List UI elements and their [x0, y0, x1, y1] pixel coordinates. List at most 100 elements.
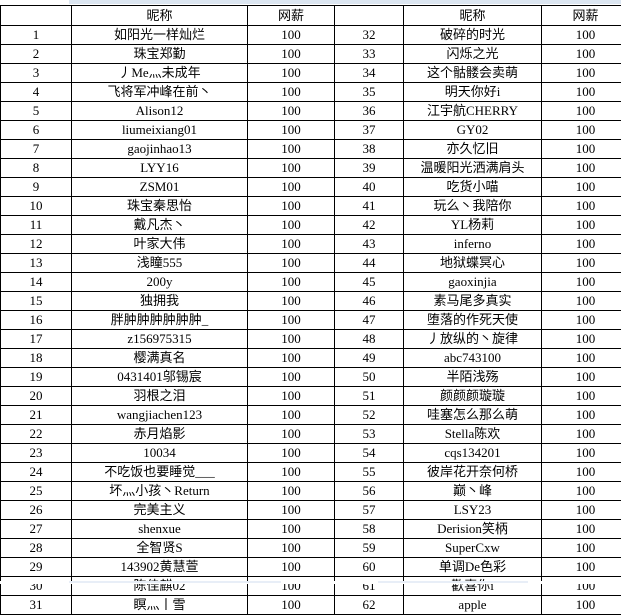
row-nickname-right[interactable]: YL杨莉: [404, 216, 542, 235]
row-index-right[interactable]: 55: [335, 463, 404, 482]
row-index-right[interactable]: 48: [335, 330, 404, 349]
row-index-right[interactable]: 50: [335, 368, 404, 387]
row-nickname-right[interactable]: cqs134201: [404, 444, 542, 463]
row-index-left[interactable]: 12: [1, 235, 72, 254]
row-nickname-right[interactable]: gaoxinjia: [404, 273, 542, 292]
row-pay-right[interactable]: 100: [542, 216, 621, 235]
row-nickname-right[interactable]: abc743100: [404, 349, 542, 368]
row-pay-right[interactable]: 100: [542, 102, 621, 121]
row-nickname-left[interactable]: shenxue: [72, 520, 248, 539]
row-index-left[interactable]: 26: [1, 501, 72, 520]
row-nickname-right[interactable]: Derision笑柄: [404, 520, 542, 539]
row-nickname-left[interactable]: 全智贤S: [72, 539, 248, 558]
row-index-left[interactable]: 1: [1, 26, 72, 45]
row-nickname-left[interactable]: 陈佳麒02: [72, 577, 248, 596]
row-nickname-left[interactable]: 浅瞳555: [72, 254, 248, 273]
row-nickname-right[interactable]: SuperCxw: [404, 539, 542, 558]
row-pay-left[interactable]: 100: [248, 387, 335, 406]
row-index-left[interactable]: 9: [1, 178, 72, 197]
row-index-left[interactable]: 25: [1, 482, 72, 501]
row-index-left[interactable]: 30: [1, 577, 72, 596]
row-index-right[interactable]: 59: [335, 539, 404, 558]
row-index-left[interactable]: 19: [1, 368, 72, 387]
row-nickname-right[interactable]: 歡喜你i: [404, 577, 542, 596]
row-index-left[interactable]: 23: [1, 444, 72, 463]
row-pay-right[interactable]: 100: [542, 311, 621, 330]
row-nickname-left[interactable]: 飞将军冲峰在前丶: [72, 83, 248, 102]
row-pay-right[interactable]: 100: [542, 463, 621, 482]
row-nickname-left[interactable]: 10034: [72, 444, 248, 463]
row-index-left[interactable]: 15: [1, 292, 72, 311]
row-index-right[interactable]: 45: [335, 273, 404, 292]
row-index-left[interactable]: 13: [1, 254, 72, 273]
row-index-left[interactable]: 18: [1, 349, 72, 368]
row-pay-left[interactable]: 100: [248, 102, 335, 121]
row-index-left[interactable]: 14: [1, 273, 72, 292]
row-nickname-right[interactable]: 堕落的作死天使: [404, 311, 542, 330]
row-pay-left[interactable]: 100: [248, 292, 335, 311]
row-nickname-left[interactable]: LYY16: [72, 159, 248, 178]
row-index-left[interactable]: 29: [1, 558, 72, 577]
row-pay-left[interactable]: 100: [248, 64, 335, 83]
row-pay-left[interactable]: 100: [248, 368, 335, 387]
row-index-right[interactable]: 37: [335, 121, 404, 140]
row-pay-right[interactable]: 100: [542, 254, 621, 273]
row-index-left[interactable]: 6: [1, 121, 72, 140]
row-index-right[interactable]: 47: [335, 311, 404, 330]
row-index-left[interactable]: 27: [1, 520, 72, 539]
row-nickname-right[interactable]: 丿放纵的丶旋律: [404, 330, 542, 349]
row-pay-right[interactable]: 100: [542, 140, 621, 159]
row-index-left[interactable]: 4: [1, 83, 72, 102]
row-pay-left[interactable]: 100: [248, 159, 335, 178]
row-nickname-right[interactable]: 明天你好i: [404, 83, 542, 102]
row-index-right[interactable]: 35: [335, 83, 404, 102]
row-index-right[interactable]: 54: [335, 444, 404, 463]
row-index-left[interactable]: 8: [1, 159, 72, 178]
row-index-right[interactable]: 44: [335, 254, 404, 273]
row-nickname-right[interactable]: GY02: [404, 121, 542, 140]
row-pay-left[interactable]: 100: [248, 558, 335, 577]
row-index-left[interactable]: 5: [1, 102, 72, 121]
row-nickname-left[interactable]: 200y: [72, 273, 248, 292]
row-index-right[interactable]: 51: [335, 387, 404, 406]
row-nickname-left[interactable]: 赤月焰影: [72, 425, 248, 444]
row-nickname-left[interactable]: 完美主义: [72, 501, 248, 520]
row-pay-left[interactable]: 100: [248, 216, 335, 235]
row-pay-right[interactable]: 100: [542, 178, 621, 197]
row-pay-right[interactable]: 100: [542, 482, 621, 501]
row-index-right[interactable]: 36: [335, 102, 404, 121]
row-pay-right[interactable]: 100: [542, 444, 621, 463]
row-pay-right[interactable]: 100: [542, 425, 621, 444]
row-index-right[interactable]: 61: [335, 577, 404, 596]
row-nickname-left[interactable]: 丿Me灬未成年: [72, 64, 248, 83]
row-index-left[interactable]: 10: [1, 197, 72, 216]
row-nickname-right[interactable]: 温暖阳光洒满肩头: [404, 159, 542, 178]
row-nickname-right[interactable]: 颜颜颜璇璇: [404, 387, 542, 406]
row-index-right[interactable]: 57: [335, 501, 404, 520]
row-pay-right[interactable]: 100: [542, 596, 621, 615]
row-nickname-right[interactable]: LSY23: [404, 501, 542, 520]
row-pay-left[interactable]: 100: [248, 140, 335, 159]
row-nickname-left[interactable]: 如阳光一样灿烂: [72, 26, 248, 45]
row-pay-left[interactable]: 100: [248, 425, 335, 444]
row-pay-left[interactable]: 100: [248, 254, 335, 273]
row-pay-right[interactable]: 100: [542, 292, 621, 311]
row-pay-right[interactable]: 100: [542, 520, 621, 539]
row-nickname-left[interactable]: wangjiachen123: [72, 406, 248, 425]
row-nickname-left[interactable]: liumeixiang01: [72, 121, 248, 140]
row-nickname-left[interactable]: 坏灬小孩丶Return: [72, 482, 248, 501]
row-nickname-left[interactable]: 叶家大伟: [72, 235, 248, 254]
row-index-left[interactable]: 20: [1, 387, 72, 406]
row-pay-left[interactable]: 100: [248, 463, 335, 482]
row-nickname-left[interactable]: 珠宝郑勤: [72, 45, 248, 64]
row-index-right[interactable]: 58: [335, 520, 404, 539]
row-nickname-left[interactable]: gaojinhao13: [72, 140, 248, 159]
row-index-left[interactable]: 11: [1, 216, 72, 235]
row-index-right[interactable]: 56: [335, 482, 404, 501]
row-pay-left[interactable]: 100: [248, 444, 335, 463]
row-pay-left[interactable]: 100: [248, 596, 335, 615]
row-pay-left[interactable]: 100: [248, 273, 335, 292]
row-pay-right[interactable]: 100: [542, 273, 621, 292]
row-nickname-right[interactable]: Stella陈欢: [404, 425, 542, 444]
row-nickname-left[interactable]: 不吃饭也要睡觉___: [72, 463, 248, 482]
